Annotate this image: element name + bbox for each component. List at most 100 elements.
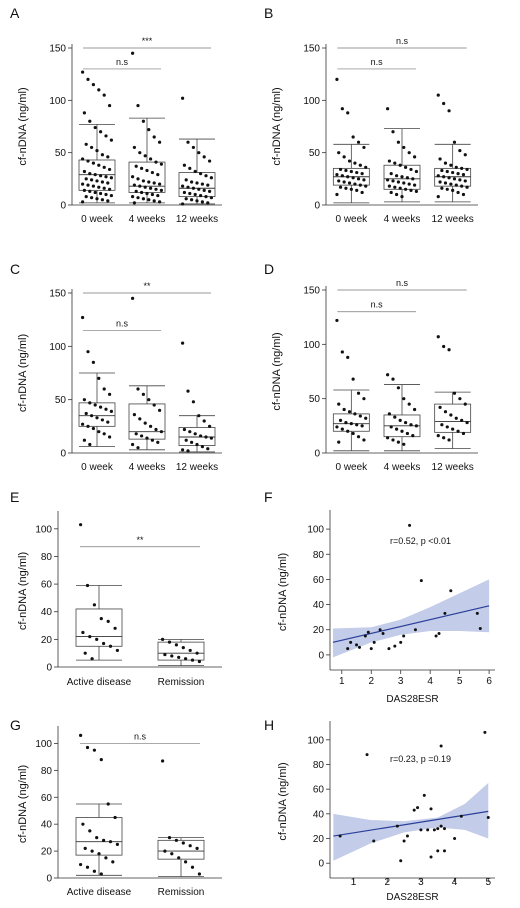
data-point <box>407 182 411 186</box>
data-point <box>84 142 88 146</box>
data-point <box>340 427 344 431</box>
data-point <box>389 425 393 429</box>
data-point <box>131 51 135 55</box>
data-point <box>347 159 352 163</box>
box-1 <box>332 389 370 452</box>
data-point <box>413 628 417 632</box>
data-point <box>131 442 135 447</box>
data-point <box>99 872 103 876</box>
data-point <box>409 423 413 427</box>
x-category-label: Remission <box>158 677 205 688</box>
x-category-label: 4 weeks <box>129 214 166 225</box>
data-point <box>454 183 458 187</box>
data-point <box>419 828 423 832</box>
data-point <box>159 430 163 434</box>
data-point <box>197 872 201 876</box>
data-point <box>442 175 446 179</box>
data-point <box>387 647 391 651</box>
data-point <box>356 140 361 144</box>
data-point <box>206 447 210 451</box>
data-point <box>190 180 194 184</box>
data-point <box>458 178 462 182</box>
data-point <box>188 648 192 653</box>
y-axis-title: cf-nDNA (ng/ml) <box>271 332 283 410</box>
y-tick-label: 20 <box>41 847 53 858</box>
data-point <box>97 88 101 92</box>
y-tick-label: 0 <box>314 201 320 212</box>
data-point <box>158 200 162 204</box>
data-point <box>414 189 418 193</box>
data-point <box>393 161 397 165</box>
data-point <box>106 619 110 624</box>
data-point <box>174 838 178 842</box>
panel-label: H <box>264 717 274 733</box>
x-tick-label: 1 <box>351 877 357 888</box>
data-point <box>141 197 145 201</box>
data-point <box>108 644 113 648</box>
y-tick-label: 20 <box>313 834 325 845</box>
data-point <box>404 165 408 169</box>
y-axis-title: cf-nDNA (ng/ml) <box>277 553 289 631</box>
data-point <box>342 155 346 159</box>
data-point <box>147 128 151 132</box>
data-point <box>99 191 103 196</box>
panel-label: D <box>264 261 274 277</box>
points-group-1 <box>335 77 368 197</box>
x-category-label: Active disease <box>67 677 132 688</box>
data-point <box>197 414 201 418</box>
data-point <box>437 632 441 636</box>
data-point <box>177 856 181 860</box>
data-point <box>408 523 412 527</box>
y-tick-label: 50 <box>55 395 67 406</box>
panel-c: C 0 50 100 150 cf-nDNA (ng/ml) 0 week 4 weeks 12… <box>10 261 222 473</box>
data-point <box>193 192 197 197</box>
x-tick-label: 3 <box>398 676 404 687</box>
data-point <box>346 175 350 179</box>
data-point <box>199 434 203 438</box>
data-point <box>436 174 440 178</box>
significance-label: ** <box>143 281 151 291</box>
data-point <box>182 190 186 195</box>
points-group-2 <box>131 296 163 450</box>
scatter-points <box>346 523 482 651</box>
data-point <box>84 177 88 181</box>
data-point <box>177 655 181 659</box>
box-2 <box>128 117 166 204</box>
data-point <box>132 183 136 187</box>
points-group-2 <box>386 373 418 446</box>
data-point <box>344 186 348 190</box>
data-point <box>349 640 353 644</box>
data-point <box>402 634 406 638</box>
box-2 <box>128 385 166 451</box>
data-point <box>88 172 92 176</box>
data-point <box>90 145 94 150</box>
data-point <box>208 189 212 193</box>
data-point <box>91 161 95 165</box>
data-point <box>147 180 151 184</box>
x-category-label: Active disease <box>67 887 132 898</box>
x-category-label: 4 weeks <box>384 462 421 473</box>
x-category-label: 12 weeks <box>432 462 474 473</box>
data-point <box>386 107 390 111</box>
y-axis-title: cf-nDNA (ng/ml) <box>277 762 289 840</box>
data-point <box>364 165 368 169</box>
data-point <box>181 341 185 345</box>
data-point <box>442 101 446 106</box>
data-point <box>150 170 154 175</box>
data-point <box>108 840 113 844</box>
data-point <box>152 135 156 139</box>
panel-d: D 0 50 100 150 cf-nDNA (ng/ml) 0 week 4 weeks 12… <box>264 261 478 473</box>
data-point <box>141 119 145 123</box>
correlation-annotation: r=0.52, p <0.01 <box>390 536 451 546</box>
data-point <box>200 182 204 186</box>
data-point <box>95 416 99 420</box>
points-group-1 <box>79 733 119 876</box>
data-point <box>186 185 190 189</box>
data-point <box>346 111 350 115</box>
data-point <box>85 865 90 869</box>
data-point <box>154 187 158 191</box>
correlation-annotation: r=0.23, p =0.19 <box>390 754 451 764</box>
y-tick-label: 100 <box>49 342 66 353</box>
data-point <box>459 814 463 818</box>
data-point <box>443 181 448 185</box>
